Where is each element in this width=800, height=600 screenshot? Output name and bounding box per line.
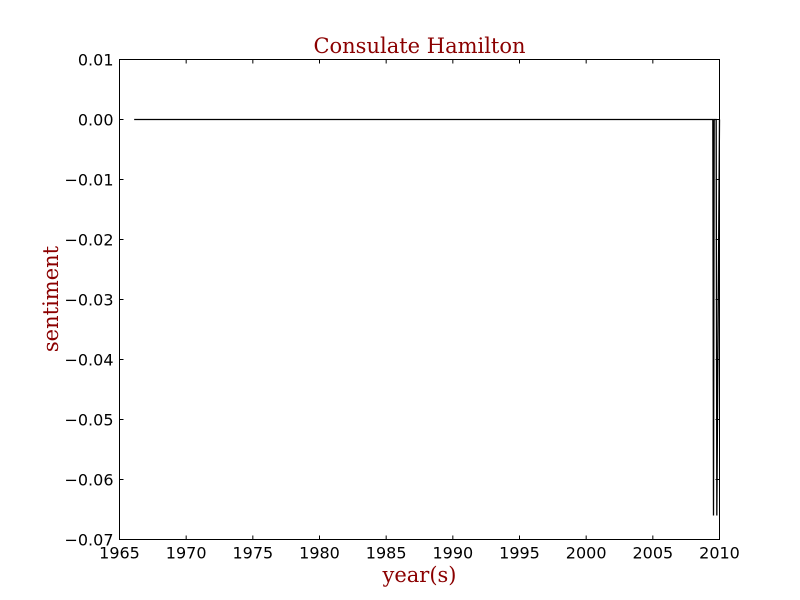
y-tick-label: 0.01 — [78, 51, 114, 70]
y-tick-label: −0.07 — [64, 531, 113, 550]
x-tick-label: 2000 — [566, 544, 607, 563]
x-tick-label: 1965 — [99, 544, 140, 563]
y-tick-label: −0.04 — [64, 351, 113, 370]
y-tick-label: −0.03 — [64, 291, 113, 310]
y-tick-label: −0.02 — [64, 231, 113, 250]
series-group — [134, 118, 721, 516]
y-tick-label: −0.05 — [64, 411, 113, 430]
x-tick-label: 1995 — [499, 544, 540, 563]
ticks — [119, 59, 720, 540]
plot-frame — [119, 59, 720, 540]
x-tick-label: 1970 — [166, 544, 207, 563]
chart-title: Consulate Hamilton — [313, 34, 525, 58]
y-tick-label: 0.00 — [78, 111, 114, 130]
tick-labels: 1965 1970 1975 1980 1985 1990 1995 2000 2005 2010… — [64, 51, 739, 563]
x-tick-label: 2010 — [699, 544, 740, 563]
y-tick-label: −0.01 — [64, 171, 113, 190]
x-tick-label: 1985 — [366, 544, 407, 563]
y-axis-label: sentiment — [39, 245, 63, 352]
x-tick-label: 1975 — [232, 544, 273, 563]
series-line — [134, 118, 721, 516]
y-tick-label: −0.06 — [64, 471, 113, 490]
x-tick-label: 2005 — [632, 544, 673, 563]
x-axis-label: year(s) — [381, 563, 456, 587]
x-tick-label: 1980 — [299, 544, 340, 563]
x-tick-label: 1990 — [432, 544, 473, 563]
